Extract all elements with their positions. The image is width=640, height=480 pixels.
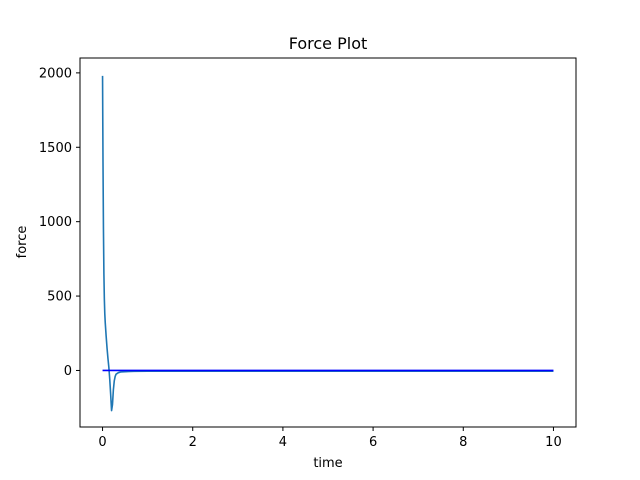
y-axis-label: force xyxy=(15,226,30,259)
x-tick-label: 4 xyxy=(279,435,287,450)
ticks-layer: 0 2 4 6 8 10 0 500 1000 1500 2000 xyxy=(39,66,562,450)
chart-title: Force Plot xyxy=(289,34,368,53)
x-tick-label: 2 xyxy=(189,435,197,450)
y-tick-label: 500 xyxy=(47,290,72,305)
x-axis-label: time xyxy=(313,456,342,471)
y-tick-label: 1000 xyxy=(39,215,72,230)
x-tick-label: 0 xyxy=(98,435,106,450)
x-tick-label: 8 xyxy=(459,435,467,450)
x-tick-label: 6 xyxy=(369,435,377,450)
x-tick-label: 10 xyxy=(545,435,562,450)
y-tick-label: 0 xyxy=(64,364,72,379)
axes-frame xyxy=(79,57,577,428)
y-tick-label: 1500 xyxy=(39,141,72,156)
series-layer xyxy=(101,75,554,412)
y-tick-label: 2000 xyxy=(39,66,72,81)
